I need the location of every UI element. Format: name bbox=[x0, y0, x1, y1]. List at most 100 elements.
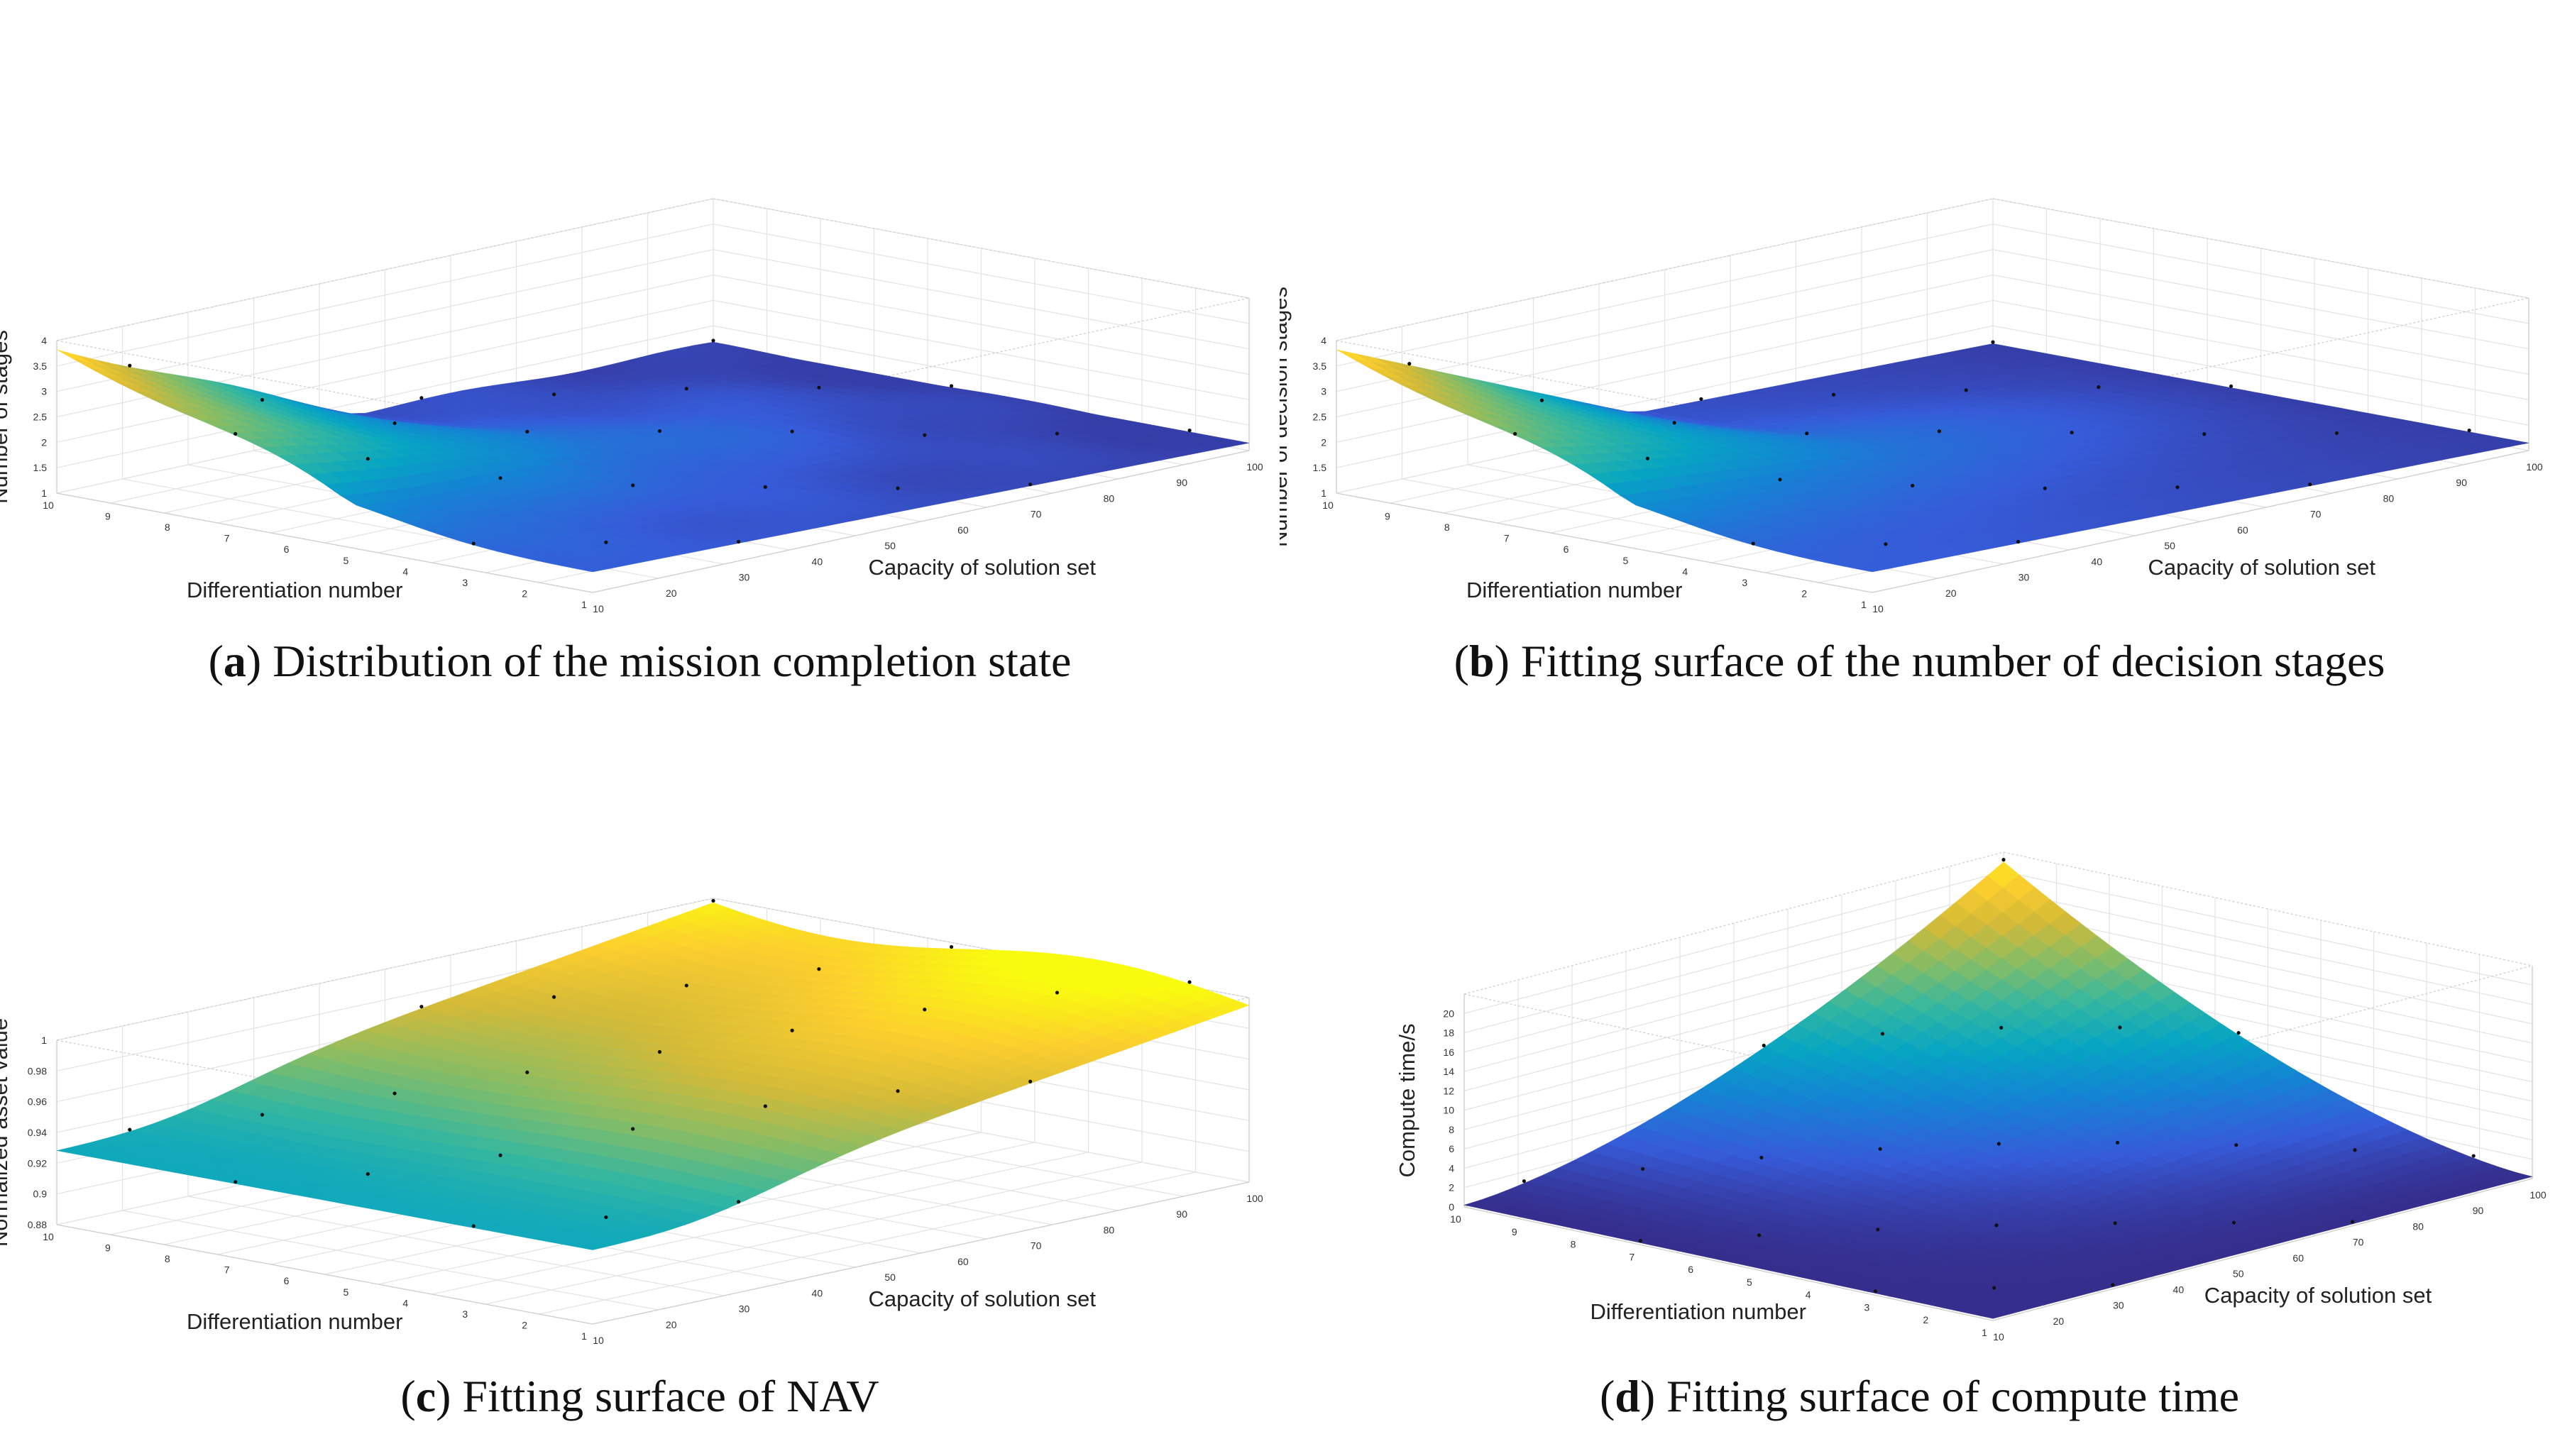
sample-point bbox=[260, 1113, 265, 1117]
sample-point bbox=[525, 429, 529, 434]
wall-grid-line bbox=[1336, 198, 2529, 341]
sample-point bbox=[2097, 385, 2101, 390]
z-tick-label: 0.92 bbox=[28, 1157, 47, 1169]
x-tick-label: 60 bbox=[957, 524, 969, 536]
wall-grid-line bbox=[1336, 224, 2529, 367]
box-edge bbox=[56, 1039, 593, 1140]
surface bbox=[1336, 343, 2529, 573]
x-tick-label: 40 bbox=[812, 556, 823, 567]
surface-patch bbox=[1213, 999, 1250, 1013]
sample-point bbox=[736, 539, 741, 544]
sample-point bbox=[1645, 456, 1649, 460]
x-tick-label: 50 bbox=[884, 540, 896, 551]
sample-point bbox=[1187, 980, 1192, 984]
surface-patch bbox=[1214, 439, 1250, 447]
caption-c: (c) Fitting surface of NAV bbox=[400, 1371, 879, 1421]
x-tick-label: 90 bbox=[1176, 1208, 1187, 1220]
y-tick-label: 4 bbox=[402, 566, 408, 577]
box-edge bbox=[1463, 993, 1994, 1108]
x-tick-label: 10 bbox=[593, 603, 604, 614]
sample-point bbox=[1964, 388, 1968, 392]
y-tick-label: 3 bbox=[1742, 577, 1747, 588]
x-tick-label: 60 bbox=[957, 1256, 969, 1267]
sample-point bbox=[949, 944, 954, 949]
z-tick-label: 3 bbox=[41, 386, 47, 397]
z-tick-label: 4 bbox=[41, 335, 47, 346]
sample-point bbox=[923, 433, 927, 437]
sample-point bbox=[923, 1008, 927, 1012]
sample-point bbox=[128, 363, 132, 368]
sample-point bbox=[1831, 392, 1836, 397]
box-edge bbox=[592, 1181, 1250, 1325]
x-tick-label: 60 bbox=[2237, 524, 2248, 536]
sample-point bbox=[128, 1127, 132, 1132]
y-tick-label: 9 bbox=[1385, 511, 1390, 522]
sample-point bbox=[551, 995, 556, 999]
box-edge bbox=[1336, 492, 1873, 593]
sample-point bbox=[1884, 542, 1888, 546]
sample-point bbox=[1937, 429, 1942, 434]
z-tick-label: 1 bbox=[41, 1035, 47, 1046]
z-tick-label: 0.94 bbox=[28, 1127, 47, 1138]
box-edge bbox=[56, 340, 593, 441]
y-tick-label: 5 bbox=[1623, 555, 1629, 566]
sample-point bbox=[366, 457, 370, 461]
sample-point bbox=[657, 1049, 662, 1054]
sample-point bbox=[896, 1089, 900, 1093]
y-tick-label: 4 bbox=[1682, 566, 1688, 577]
sample-point bbox=[790, 1028, 794, 1032]
panel-c: 10 20 30 40 50 60 70 80 90 100 1 2 3 4 5 6 7 8 9 10 0.88 0.9 0… bbox=[0, 728, 1280, 1456]
sample-point bbox=[1751, 541, 1755, 546]
box-edge bbox=[1336, 198, 1994, 341]
y-tick-label: 7 bbox=[224, 533, 230, 544]
sample-point bbox=[1778, 478, 1782, 482]
sample-point bbox=[498, 476, 502, 480]
sample-point bbox=[1187, 428, 1192, 433]
box-edge bbox=[1463, 851, 2004, 995]
z-tick-label: 0.98 bbox=[28, 1065, 47, 1076]
y-tick-label: 5 bbox=[344, 1286, 349, 1298]
box-edge bbox=[56, 1224, 593, 1325]
x-tick-label: 40 bbox=[2092, 556, 2103, 567]
sample-point bbox=[1028, 1079, 1033, 1083]
sample-point bbox=[2229, 384, 2234, 388]
box-edge bbox=[1992, 965, 2533, 1108]
sample-point bbox=[2070, 430, 2074, 435]
sample-point bbox=[631, 1127, 635, 1131]
sample-point bbox=[1991, 340, 1995, 344]
z-tick-label: 3.5 bbox=[33, 360, 48, 372]
z-tick-label: 4 bbox=[1321, 335, 1326, 346]
x-tick-label: 10 bbox=[593, 1335, 604, 1346]
y-tick-label: 6 bbox=[1564, 544, 1569, 555]
z-tick-label: 0.88 bbox=[28, 1219, 47, 1230]
x-tick-label: 80 bbox=[1104, 492, 1115, 504]
sample-point bbox=[817, 385, 821, 390]
surface-chart-a: 1020304050607080901001234567891011.522.5… bbox=[0, 198, 1263, 614]
sample-point bbox=[711, 338, 715, 343]
x-tick-label: 100 bbox=[2526, 461, 2543, 473]
x-tick-label: 90 bbox=[1176, 477, 1187, 488]
z-tick-label: 1.5 bbox=[1313, 462, 1327, 473]
sample-point bbox=[604, 1215, 608, 1220]
x-tick-label: 70 bbox=[1031, 509, 1042, 520]
sample-point bbox=[2043, 486, 2047, 490]
x-tick-label: 20 bbox=[666, 588, 677, 599]
z-tick-label: 1.5 bbox=[33, 462, 48, 473]
x-tick-label: 80 bbox=[2383, 492, 2395, 504]
x-tick-label: 50 bbox=[884, 1272, 896, 1283]
caption-b: (b) Fitting surface of the number of dec… bbox=[1454, 636, 2385, 686]
sample-point bbox=[1055, 991, 1060, 995]
x-axis-label: Capacity of solution set bbox=[868, 1286, 1096, 1311]
surface-chart-b: 1020304050607080901001234567891011.522.5… bbox=[1280, 198, 2543, 614]
x-tick-label: 40 bbox=[812, 1287, 823, 1298]
box-edge bbox=[2003, 851, 2533, 966]
z-tick-label: 2 bbox=[1321, 436, 1326, 448]
sample-point bbox=[2175, 485, 2180, 490]
box-edge bbox=[1336, 340, 1873, 441]
box-edge bbox=[713, 898, 1250, 998]
sample-point bbox=[392, 421, 397, 426]
box-edge bbox=[1463, 1206, 1994, 1321]
box-edge bbox=[713, 198, 1250, 299]
sample-point bbox=[2202, 432, 2207, 436]
x-tick-label: 70 bbox=[1031, 1240, 1042, 1252]
